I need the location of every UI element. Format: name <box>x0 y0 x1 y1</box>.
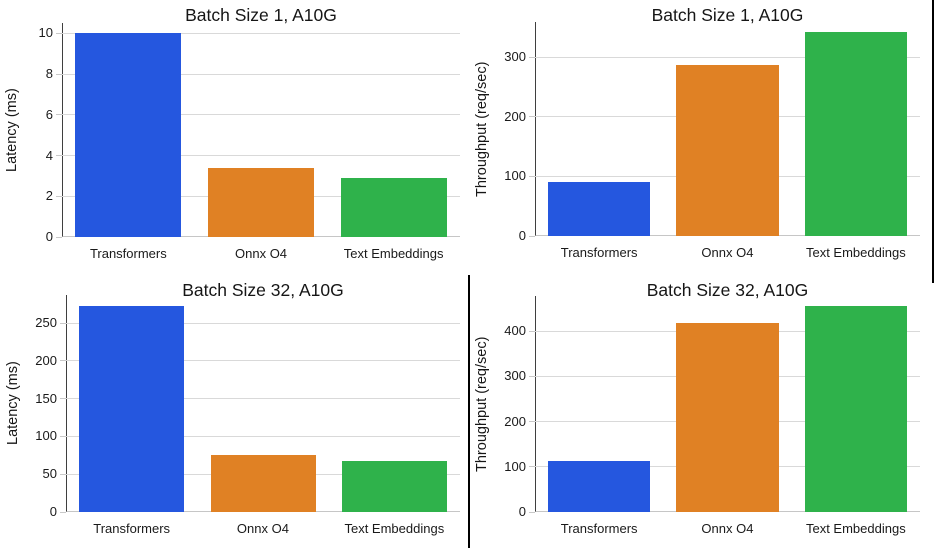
y-tick-mark <box>56 236 62 238</box>
y-tick-mark <box>529 375 535 377</box>
vertical-divider-line <box>468 275 470 548</box>
y-tick-label: 6 <box>45 106 53 122</box>
subplot-batch1-latency: Batch Size 1, A10G Latency (ms) 0 2 4 6 8 10 T… <box>0 0 468 275</box>
bar-onnx-o4 <box>207 167 314 237</box>
y-tick-label: 0 <box>518 504 526 519</box>
y-tick-label: 100 <box>504 458 526 474</box>
chart-title: Batch Size 32, A10G <box>182 280 344 300</box>
gridline <box>62 114 460 116</box>
y-tick-label: 4 <box>45 147 53 163</box>
bar-transformers <box>79 305 185 512</box>
gridline <box>62 32 460 34</box>
y-tick-label: 300 <box>504 368 526 384</box>
gridline <box>62 73 460 75</box>
x-category-label: Transformers <box>93 521 171 536</box>
gridline <box>66 360 460 362</box>
bar-onnx-o4 <box>210 455 316 512</box>
x-category-label: Onnx O4 <box>236 521 289 536</box>
y-tick-label: 200 <box>504 413 526 429</box>
y-tick-label: 200 <box>35 352 57 368</box>
subplot-batch1-throughput: Batch Size 1, A10G Throughput (req/sec) … <box>468 0 933 275</box>
bar-text-embeddings <box>804 306 908 512</box>
gridline <box>66 398 460 400</box>
y-tick-mark <box>56 155 62 156</box>
x-category-label: Transformers <box>89 246 167 261</box>
y-tick-mark <box>529 421 535 423</box>
y-tick-mark <box>56 114 62 116</box>
y-tick-mark <box>529 466 535 468</box>
bar-text-embeddings <box>804 32 908 236</box>
y-tick-label: 250 <box>35 315 57 330</box>
x-category-label: Text Embeddings <box>805 521 906 536</box>
gridline <box>62 155 460 156</box>
y-tick-label: 2 <box>45 188 53 204</box>
x-category-label: Text Embeddings <box>344 521 445 536</box>
right-border-line <box>932 0 934 283</box>
y-tick-mark <box>60 511 66 513</box>
gridline <box>66 435 460 437</box>
chart-title: Batch Size 1, A10G <box>185 5 337 25</box>
bar-text-embeddings <box>341 460 447 512</box>
x-category-label: Onnx O4 <box>701 521 754 536</box>
y-tick-label: 400 <box>504 323 526 339</box>
y-tick-mark <box>60 398 66 400</box>
y-tick-mark <box>60 473 66 475</box>
y-tick-label: 150 <box>35 390 57 406</box>
y-tick-label: 0 <box>49 504 57 519</box>
y-tick-mark <box>60 322 66 324</box>
y-tick-mark <box>529 56 535 58</box>
y-tick-label: 0 <box>518 228 526 243</box>
y-tick-mark <box>60 360 66 362</box>
y-tick-label: 8 <box>45 66 53 81</box>
bar-onnx-o4 <box>676 64 779 236</box>
y-tick-mark <box>529 116 535 118</box>
gridline <box>66 322 460 324</box>
y-tick-mark <box>529 511 535 513</box>
x-category-label: Transformers <box>560 245 638 260</box>
x-category-label: Text Embeddings <box>805 245 906 260</box>
y-tick-mark <box>529 235 535 237</box>
y-tick-label: 300 <box>504 49 526 65</box>
y-tick-mark <box>56 195 62 197</box>
x-category-label: Onnx O4 <box>235 246 288 261</box>
bar-transformers <box>547 182 651 236</box>
y-tick-label: 50 <box>42 466 57 482</box>
y-tick-mark <box>56 32 62 34</box>
y-tick-mark <box>529 175 535 177</box>
bar-transformers <box>75 33 182 237</box>
gridline <box>535 56 920 58</box>
y-axis-label: Latency (ms) <box>4 88 20 172</box>
bar-transformers <box>547 460 651 512</box>
y-tick-label: 100 <box>504 168 526 184</box>
y-tick-label: 100 <box>35 428 57 444</box>
x-category-label: Transformers <box>560 521 638 536</box>
x-category-label: Onnx O4 <box>701 245 754 260</box>
y-tick-mark <box>529 330 535 332</box>
y-tick-mark <box>56 73 62 75</box>
chart-title: Batch Size 32, A10G <box>646 280 809 300</box>
y-tick-label: 10 <box>38 25 53 41</box>
subplot-batch32-latency: Batch Size 32, A10G Latency (ms) 0 50 100 1… <box>0 275 468 550</box>
y-tick-label: 200 <box>504 108 526 124</box>
y-tick-label: 0 <box>45 229 53 244</box>
bar-text-embeddings <box>340 177 447 237</box>
x-category-label: Text Embeddings <box>343 246 444 261</box>
bar-onnx-o4 <box>676 322 779 512</box>
y-tick-mark <box>60 435 66 437</box>
subplot-batch32-throughput: Batch Size 32, A10G Throughput (req/sec)… <box>468 275 933 550</box>
chart-title: Batch Size 1, A10G <box>651 5 804 25</box>
